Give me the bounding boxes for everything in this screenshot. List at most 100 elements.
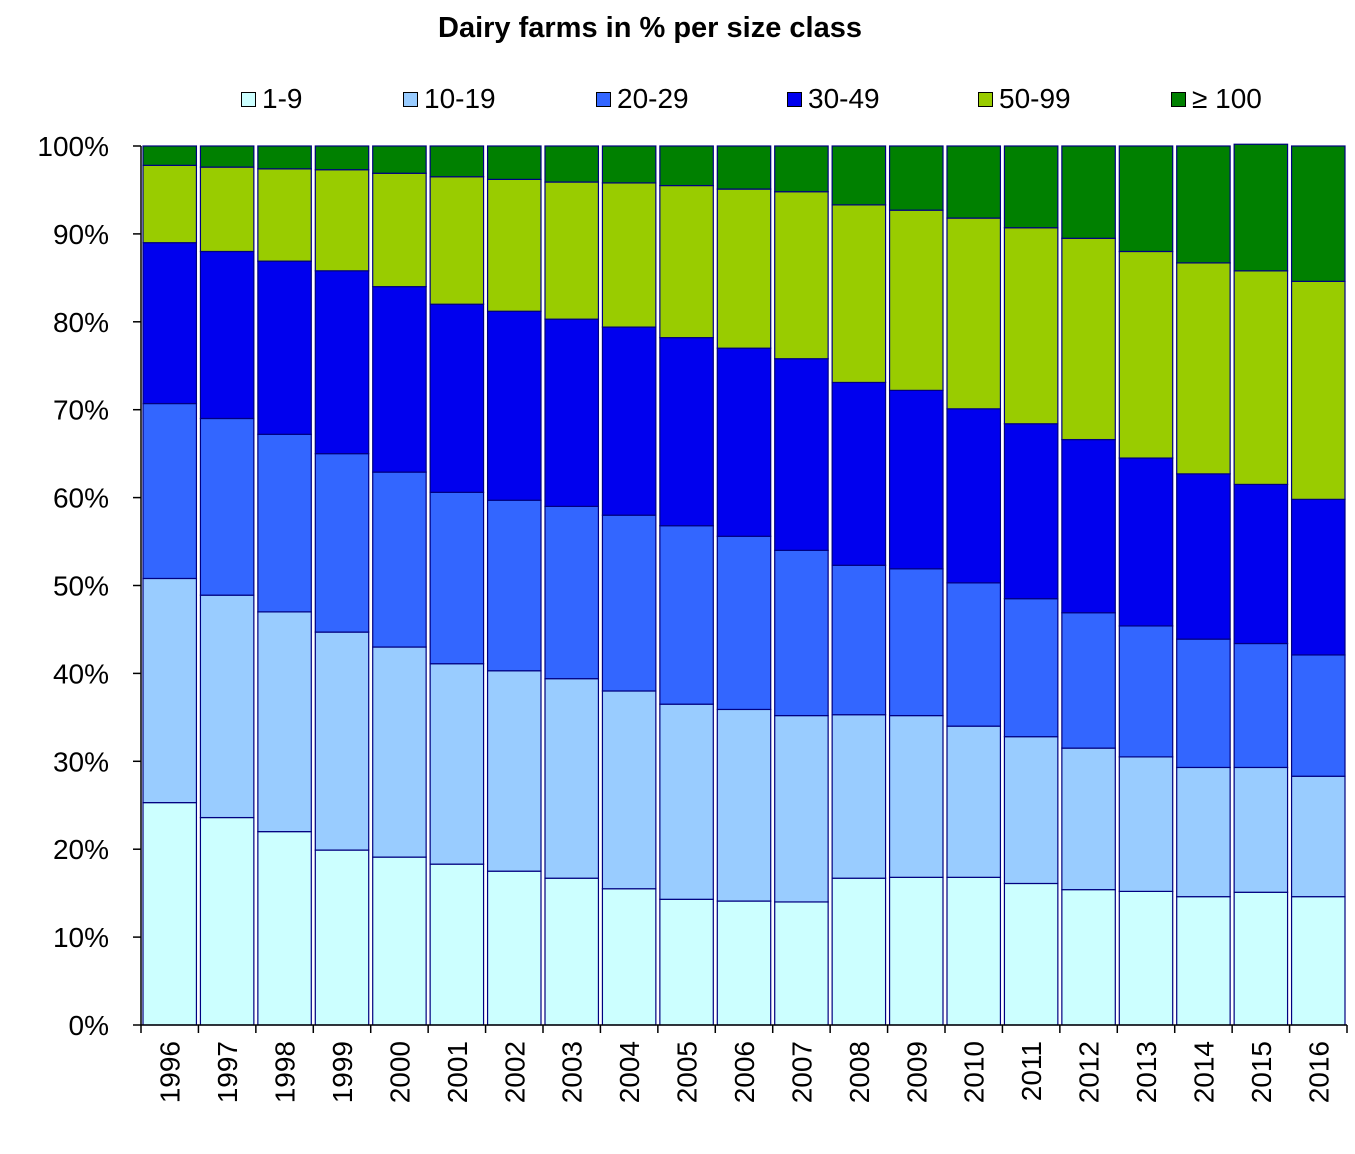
x-tick-label-2015: 2015	[1246, 1041, 1277, 1103]
bar-2012-series-1	[1062, 748, 1115, 890]
bar-2000-series-3	[373, 287, 426, 472]
bar-1999-series-2	[315, 454, 368, 632]
x-tick-label-2016: 2016	[1303, 1041, 1334, 1103]
x-tick-label-2008: 2008	[844, 1041, 875, 1103]
bar-2009-series-0	[890, 877, 943, 1025]
bar-1996-series-0	[143, 803, 196, 1025]
bar-2010-series-0	[947, 877, 1000, 1025]
bar-2013-series-2	[1119, 626, 1172, 757]
bar-2015-series-4	[1234, 271, 1287, 485]
bar-2009-series-4	[890, 210, 943, 390]
bar-2013-series-3	[1119, 458, 1172, 626]
bar-1997-series-4	[200, 167, 253, 251]
bar-1996-series-2	[143, 404, 196, 579]
bar-2004-series-5	[602, 146, 655, 183]
bar-2011-series-2	[1004, 599, 1057, 737]
bar-2012-series-2	[1062, 613, 1115, 748]
bar-2015-series-2	[1234, 644, 1287, 768]
bar-2013-series-0	[1119, 891, 1172, 1025]
bar-2012-series-3	[1062, 440, 1115, 613]
bar-1996-series-1	[143, 578, 196, 802]
bar-2009-series-3	[890, 390, 943, 568]
bar-2008-series-0	[832, 878, 885, 1025]
bar-1998-series-0	[258, 832, 311, 1025]
bar-2003-series-3	[545, 319, 598, 506]
bar-2016-series-3	[1292, 499, 1345, 655]
y-tick-label-5: 50%	[53, 571, 109, 602]
bar-2004-series-4	[602, 183, 655, 327]
bar-2001-series-0	[430, 864, 483, 1025]
x-tick-label-2014: 2014	[1188, 1041, 1219, 1103]
bar-2011-series-5	[1004, 146, 1057, 228]
x-tick-label-2009: 2009	[901, 1041, 932, 1103]
bar-2007-series-5	[775, 146, 828, 192]
bar-2010-series-2	[947, 583, 1000, 726]
bar-1998-series-5	[258, 146, 311, 169]
bar-1997-series-1	[200, 595, 253, 817]
bar-2016-series-5	[1292, 146, 1345, 281]
bar-2008-series-3	[832, 382, 885, 565]
bar-1998-series-1	[258, 612, 311, 832]
bar-2000-series-0	[373, 857, 426, 1025]
x-tick-label-2010: 2010	[959, 1041, 990, 1103]
bar-1997-series-0	[200, 818, 253, 1025]
bar-2007-series-0	[775, 902, 828, 1025]
bar-2013-series-5	[1119, 146, 1172, 251]
bar-2004-series-3	[602, 327, 655, 515]
bar-2016-series-1	[1292, 776, 1345, 896]
bar-2003-series-5	[545, 146, 598, 182]
bar-2009-series-2	[890, 569, 943, 716]
bar-2006-series-3	[717, 348, 770, 536]
bar-2015-series-3	[1234, 484, 1287, 643]
bar-2004-series-0	[602, 889, 655, 1025]
bar-1997-series-5	[200, 146, 253, 167]
bar-2011-series-3	[1004, 424, 1057, 599]
bar-2014-series-2	[1177, 639, 1230, 767]
bar-1996-series-3	[143, 243, 196, 404]
y-tick-label-7: 70%	[53, 395, 109, 426]
bar-2005-series-1	[660, 704, 713, 899]
x-tick-label-1998: 1998	[270, 1041, 301, 1103]
bar-2015-series-1	[1234, 767, 1287, 892]
y-tick-label-4: 40%	[53, 658, 109, 689]
bar-2014-series-5	[1177, 146, 1230, 263]
bar-1996-series-4	[143, 165, 196, 242]
bar-2001-series-5	[430, 146, 483, 177]
bar-2006-series-1	[717, 709, 770, 901]
bar-2002-series-3	[488, 311, 541, 500]
x-tick-label-2003: 2003	[557, 1041, 588, 1103]
y-tick-label-6: 60%	[53, 483, 109, 514]
x-tick-label-2006: 2006	[729, 1041, 760, 1103]
bar-2005-series-3	[660, 338, 713, 526]
bar-1999-series-1	[315, 632, 368, 850]
bar-2011-series-4	[1004, 228, 1057, 424]
bar-2007-series-3	[775, 359, 828, 551]
y-tick-label-2: 20%	[53, 834, 109, 865]
bar-2014-series-3	[1177, 474, 1230, 639]
bar-1997-series-2	[200, 418, 253, 595]
bar-2008-series-2	[832, 565, 885, 714]
bar-2012-series-0	[1062, 890, 1115, 1025]
bar-2000-series-5	[373, 146, 426, 173]
bar-2014-series-4	[1177, 263, 1230, 474]
x-tick-label-2011: 2011	[1016, 1041, 1047, 1101]
y-tick-label-3: 30%	[53, 746, 109, 777]
bar-2009-series-1	[890, 716, 943, 878]
x-tick-label-1996: 1996	[155, 1041, 186, 1103]
bar-2016-series-0	[1292, 897, 1345, 1025]
bar-2016-series-2	[1292, 655, 1345, 776]
bar-2012-series-4	[1062, 238, 1115, 439]
bar-2004-series-2	[602, 515, 655, 691]
x-tick-label-2004: 2004	[614, 1041, 645, 1103]
stacked-bar-chart: 0%10%20%30%40%50%60%70%80%90%100%1996 199…	[0, 0, 1355, 1154]
bar-2008-series-4	[832, 205, 885, 383]
bar-2006-series-5	[717, 146, 770, 189]
bar-2002-series-4	[488, 179, 541, 311]
bar-2005-series-4	[660, 186, 713, 338]
bar-2001-series-2	[430, 492, 483, 663]
bar-2006-series-4	[717, 189, 770, 348]
bar-2006-series-0	[717, 901, 770, 1025]
bar-2001-series-3	[430, 304, 483, 492]
x-tick-label-2007: 2007	[786, 1041, 817, 1103]
bar-2010-series-5	[947, 146, 1000, 218]
